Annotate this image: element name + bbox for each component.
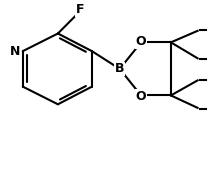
Text: F: F (76, 3, 84, 16)
Text: O: O (136, 35, 146, 48)
Text: O: O (136, 90, 146, 103)
Text: B: B (115, 62, 124, 75)
Text: N: N (10, 45, 21, 58)
